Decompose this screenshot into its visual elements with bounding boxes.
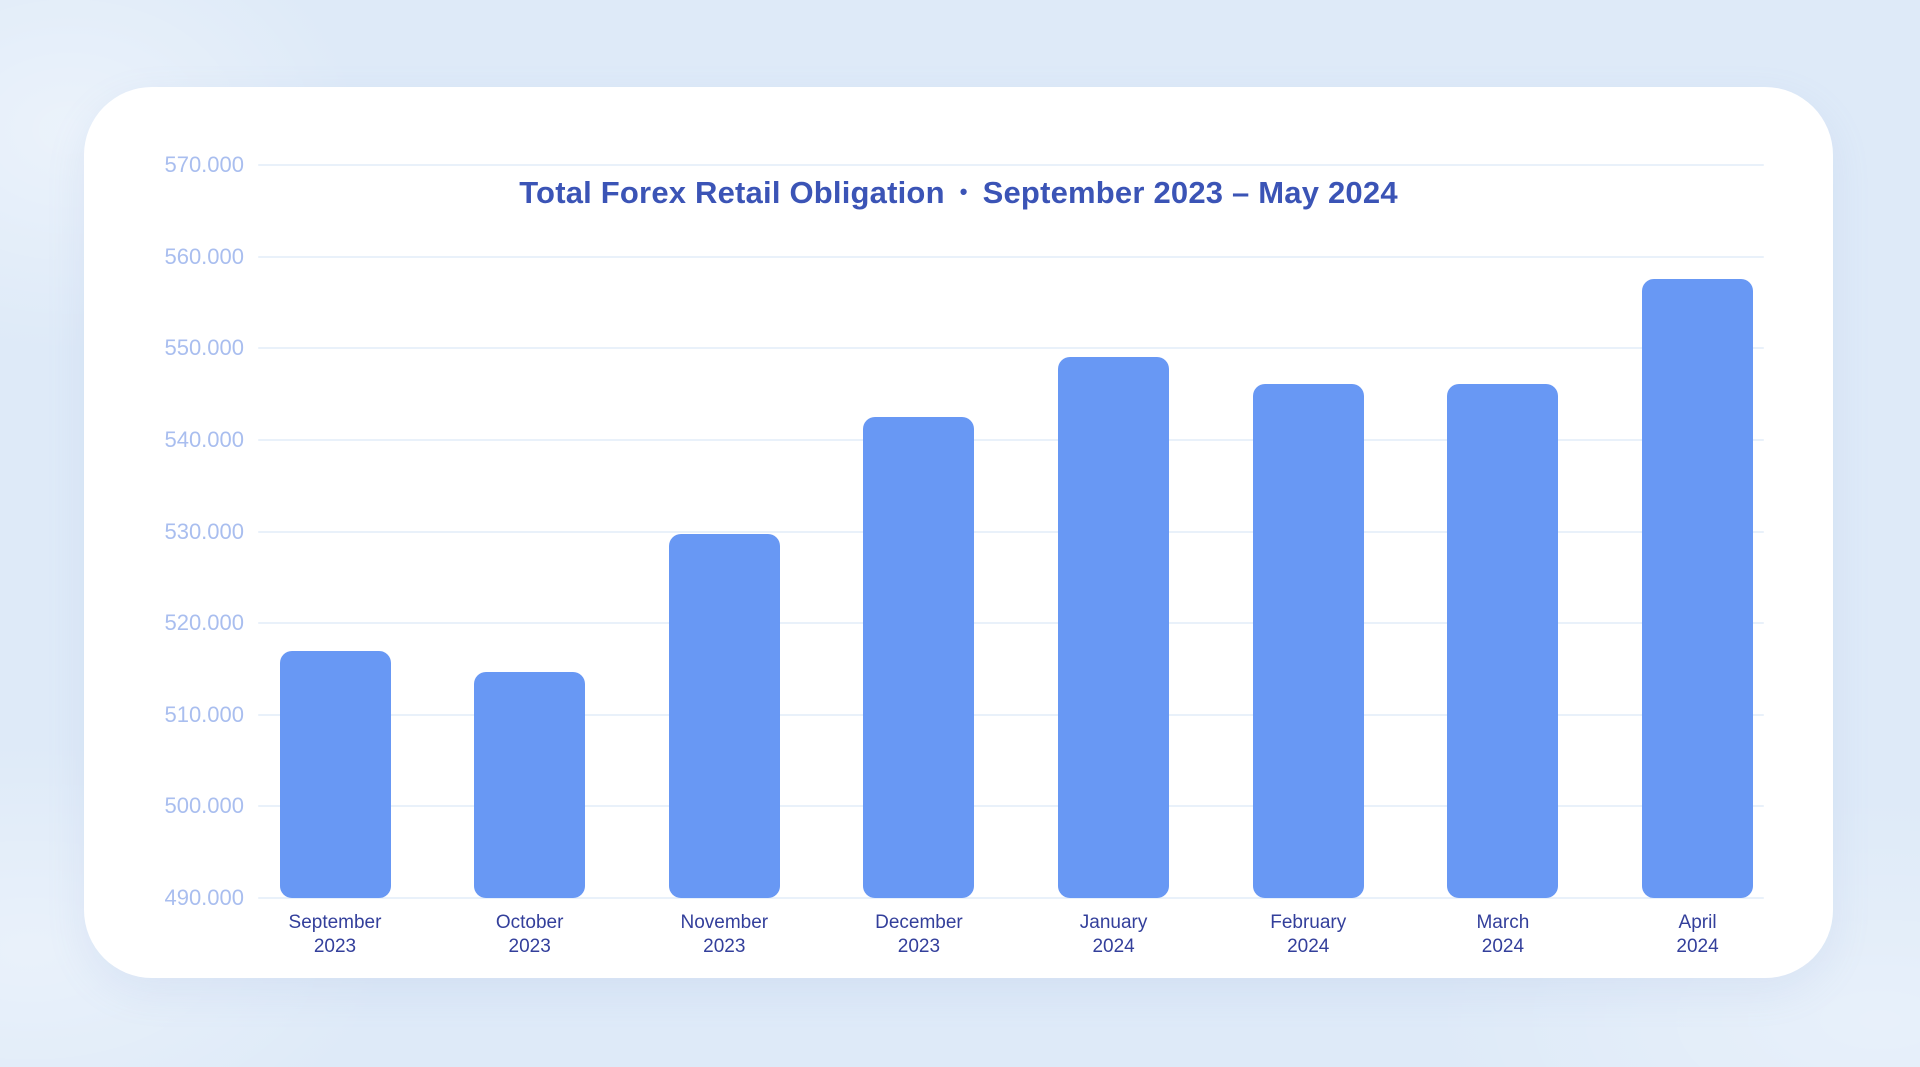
y-axis-tick-label: 530.000: [164, 518, 244, 544]
gridline: [258, 164, 1764, 166]
x-axis-label: February 2024: [1270, 912, 1347, 957]
gridline: [258, 347, 1764, 350]
y-axis-tick-label: 490.000: [164, 885, 244, 910]
gridlines-layer: [84, 87, 1833, 978]
gridline: [258, 438, 1764, 441]
gridline: [258, 622, 1764, 625]
chart-title: Total Forex Retail Obligation • September …: [84, 175, 1833, 211]
y-axis-tick-label: 500.000: [164, 793, 244, 819]
chart-bar-february-2024[interactable]: [1252, 383, 1364, 898]
x-axis-label: January 2024: [1079, 912, 1148, 957]
y-axis-tick-label: 570.000: [164, 152, 244, 177]
y-axis-tick-label: 560.000: [164, 243, 244, 269]
x-axis-label: November 2023: [680, 912, 769, 957]
gridline: [258, 255, 1764, 258]
y-axis-tick-label: 550.000: [164, 335, 244, 361]
chart-title-main: Total Forex Retail Obligation: [519, 175, 945, 210]
x-axis-label: April 2024: [1676, 912, 1719, 957]
x-axis-label: December 2023: [875, 912, 963, 957]
chart-bar-march-2024[interactable]: [1447, 383, 1559, 898]
bars-layer: [84, 87, 1833, 978]
chart-bar-november-2023[interactable]: [668, 534, 780, 898]
x-axis-label: September 2023: [288, 912, 382, 957]
chart-bar-september-2023[interactable]: [279, 650, 391, 898]
y-axis-tick-label: 510.000: [164, 701, 244, 727]
chart-bar-october-2023[interactable]: [474, 671, 586, 898]
gridline: [258, 713, 1764, 716]
chart-card: Total Forex Retail Obligation • September …: [84, 87, 1833, 978]
x-axis-label: March 2024: [1476, 912, 1530, 957]
gridline: [258, 805, 1764, 808]
chart-bar-december-2023[interactable]: [863, 416, 975, 898]
x-axis-labels: September 2023 October 2023 November 2023 Dece…: [84, 87, 1833, 978]
chart-bar-january-2024[interactable]: [1058, 357, 1170, 898]
gridline: [258, 897, 1764, 899]
title-separator-dot: •: [959, 179, 968, 204]
y-axis-tick-label: 540.000: [164, 426, 244, 452]
y-axis-labels: 490.000 500.000 510.000 520.000 530.000 540.0…: [84, 87, 1833, 978]
gridline: [258, 530, 1764, 533]
x-axis-label: October 2023: [495, 912, 564, 957]
chart-title-range: September 2023 – May 2024: [982, 175, 1398, 210]
chart-bar-april-2024[interactable]: [1642, 278, 1754, 898]
y-axis-tick-label: 520.000: [164, 610, 244, 636]
